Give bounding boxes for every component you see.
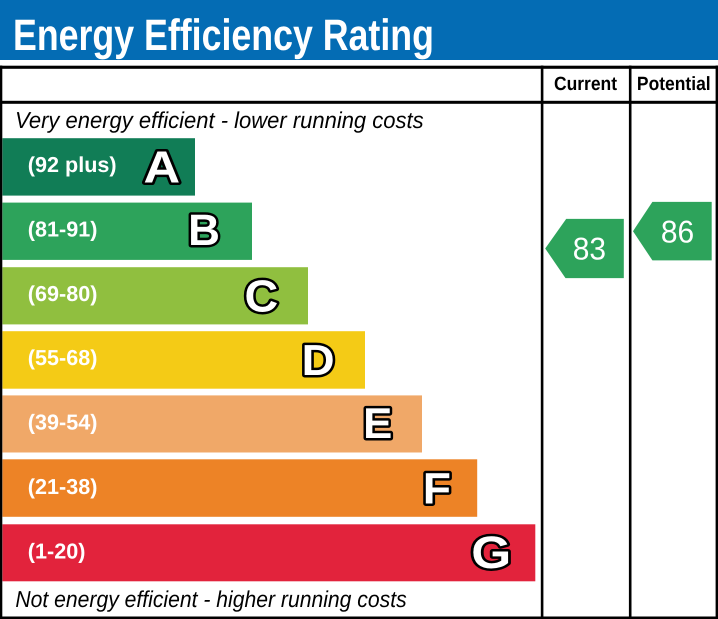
svg-text:(55-68): (55-68)	[28, 345, 98, 370]
svg-text:(69-80): (69-80)	[28, 281, 98, 306]
svg-text:(92 plus): (92 plus)	[28, 152, 117, 177]
svg-text:B: B	[188, 206, 220, 255]
svg-text:(21-38): (21-38)	[28, 474, 98, 499]
svg-text:Energy Efficiency Rating: Energy Efficiency Rating	[13, 11, 434, 60]
svg-text:Very energy efficient - lower: Very energy efficient - lower running co…	[15, 107, 424, 133]
svg-text:C: C	[245, 271, 279, 322]
svg-text:(1-20): (1-20)	[28, 538, 86, 563]
svg-text:86: 86	[661, 213, 694, 249]
svg-text:(81-91): (81-91)	[28, 216, 98, 241]
svg-text:Current: Current	[554, 74, 618, 95]
svg-text:D: D	[302, 337, 335, 385]
svg-text:G: G	[471, 527, 511, 578]
svg-text:(39-54): (39-54)	[28, 410, 98, 435]
svg-text:Not energy efficient - higher: Not energy efficient - higher running co…	[15, 586, 407, 612]
svg-text:E: E	[363, 400, 392, 448]
svg-text:A: A	[143, 141, 180, 192]
svg-text:F: F	[423, 465, 451, 514]
svg-text:Potential: Potential	[637, 74, 711, 95]
svg-text:83: 83	[573, 231, 606, 267]
